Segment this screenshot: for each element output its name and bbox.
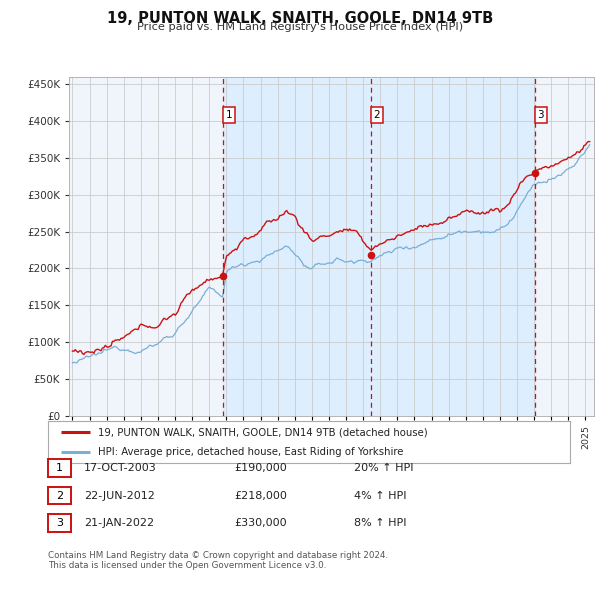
- Text: 8% ↑ HPI: 8% ↑ HPI: [354, 519, 407, 528]
- Text: Price paid vs. HM Land Registry's House Price Index (HPI): Price paid vs. HM Land Registry's House …: [137, 22, 463, 32]
- Text: 19, PUNTON WALK, SNAITH, GOOLE, DN14 9TB (detached house): 19, PUNTON WALK, SNAITH, GOOLE, DN14 9TB…: [98, 427, 427, 437]
- Text: £330,000: £330,000: [234, 519, 287, 528]
- Text: 20% ↑ HPI: 20% ↑ HPI: [354, 463, 413, 473]
- Text: This data is licensed under the Open Government Licence v3.0.: This data is licensed under the Open Gov…: [48, 560, 326, 569]
- Text: 19, PUNTON WALK, SNAITH, GOOLE, DN14 9TB: 19, PUNTON WALK, SNAITH, GOOLE, DN14 9TB: [107, 11, 493, 25]
- Text: 2: 2: [56, 491, 63, 500]
- Bar: [223, 77, 535, 416]
- Text: 17-OCT-2003: 17-OCT-2003: [84, 463, 157, 473]
- Text: 22-JUN-2012: 22-JUN-2012: [84, 491, 155, 500]
- Text: 4% ↑ HPI: 4% ↑ HPI: [354, 491, 407, 500]
- Text: 3: 3: [56, 519, 63, 528]
- Text: 3: 3: [538, 110, 544, 120]
- Text: £218,000: £218,000: [234, 491, 287, 500]
- Text: £190,000: £190,000: [234, 463, 287, 473]
- Text: 21-JAN-2022: 21-JAN-2022: [84, 519, 154, 528]
- Text: 1: 1: [226, 110, 232, 120]
- Text: Contains HM Land Registry data © Crown copyright and database right 2024.: Contains HM Land Registry data © Crown c…: [48, 550, 388, 559]
- Text: 1: 1: [56, 463, 63, 473]
- Text: HPI: Average price, detached house, East Riding of Yorkshire: HPI: Average price, detached house, East…: [98, 447, 403, 457]
- Text: 2: 2: [374, 110, 380, 120]
